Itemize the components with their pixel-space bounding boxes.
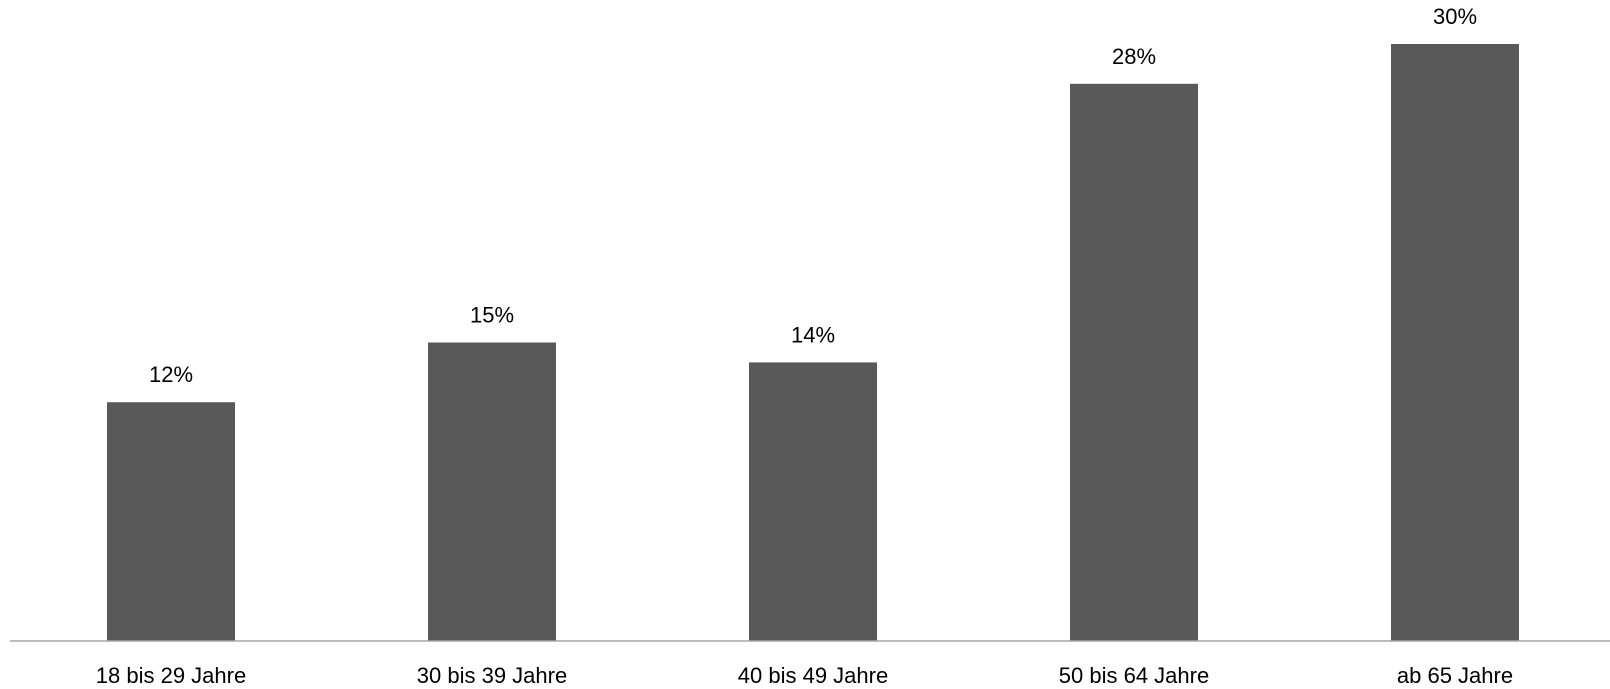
data-label-5: 30% xyxy=(1433,4,1477,29)
x-tick-label-1: 18 bis 29 Jahre xyxy=(96,663,246,688)
x-tick-label-2: 30 bis 39 Jahre xyxy=(417,663,567,688)
data-label-4: 28% xyxy=(1112,44,1156,69)
bar-4 xyxy=(1070,83,1198,642)
data-labels-layer: 12% 15% 14% 28% 30% xyxy=(149,4,1477,387)
x-tick-label-5: ab 65 Jahre xyxy=(1397,663,1513,688)
x-tick-label-3: 40 bis 49 Jahre xyxy=(738,663,888,688)
bar-3 xyxy=(749,362,877,641)
bars-layer xyxy=(107,44,1519,642)
bar-1 xyxy=(107,402,235,641)
data-label-3: 14% xyxy=(791,322,835,347)
data-label-1: 12% xyxy=(149,362,193,387)
bar-2 xyxy=(428,342,556,641)
bar-5 xyxy=(1391,44,1519,641)
x-tick-label-4: 50 bis 64 Jahre xyxy=(1059,663,1209,688)
x-tick-labels-layer: 18 bis 29 Jahre 30 bis 39 Jahre 40 bis 49 … xyxy=(96,663,1513,688)
data-label-2: 15% xyxy=(470,303,514,328)
